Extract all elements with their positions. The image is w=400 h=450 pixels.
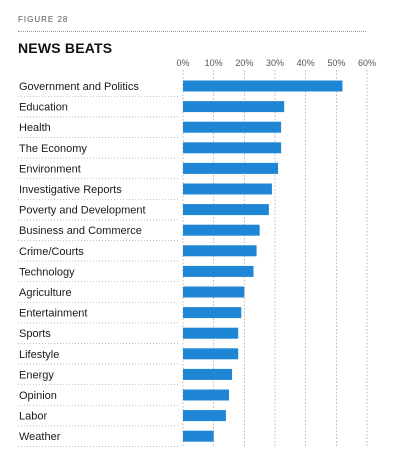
bar — [183, 142, 282, 154]
bar — [183, 286, 245, 298]
bar — [183, 183, 272, 195]
bar — [183, 307, 242, 319]
top-divider — [18, 31, 366, 32]
bar — [183, 327, 239, 339]
bar — [183, 224, 260, 236]
category-label: Sports — [19, 328, 51, 340]
category-label: The Economy — [19, 143, 87, 155]
x-tick-label: 0% — [176, 58, 189, 68]
category-label: Entertainment — [19, 308, 87, 320]
bar — [183, 101, 285, 113]
category-label: Weather — [19, 431, 61, 443]
x-tick-label: 50% — [327, 58, 345, 68]
chart-title: NEWS BEATS — [18, 40, 113, 56]
category-label: Investigative Reports — [19, 184, 122, 196]
category-label: Education — [19, 102, 68, 114]
category-label: Environment — [19, 163, 81, 175]
category-label: Lifestyle — [19, 349, 59, 361]
category-label: Opinion — [19, 390, 57, 402]
x-tick-label: 20% — [235, 58, 253, 68]
bar — [183, 80, 343, 92]
category-labels: Government and Politics Education Health Th… — [19, 81, 146, 443]
x-tick-label: 10% — [205, 58, 223, 68]
category-label: Labor — [19, 411, 47, 423]
x-tick-label: 60% — [358, 58, 376, 68]
category-label: Government and Politics — [19, 81, 139, 93]
bar — [183, 245, 257, 257]
bars — [183, 80, 343, 442]
category-label: Health — [19, 122, 51, 134]
figure-label: FIGURE 28 — [18, 15, 69, 24]
category-label: Agriculture — [19, 287, 72, 299]
bar — [183, 265, 254, 277]
bar — [183, 368, 233, 380]
bar — [183, 348, 239, 360]
bar — [183, 389, 229, 401]
x-tick-label: 40% — [297, 58, 315, 68]
category-label: Poverty and Development — [19, 205, 146, 217]
category-label: Business and Commerce — [19, 225, 142, 237]
category-label: Technology — [19, 266, 75, 278]
bar — [183, 204, 269, 216]
x-tick-label: 30% — [266, 58, 284, 68]
bar — [183, 410, 226, 422]
category-label: Energy — [19, 369, 54, 381]
bar — [183, 430, 214, 442]
bar — [183, 162, 279, 174]
category-label: Crime/Courts — [19, 246, 84, 258]
bar — [183, 121, 282, 133]
x-axis-ticks: 0% 10% 20% 30% 40% 50% 60% — [176, 58, 376, 68]
